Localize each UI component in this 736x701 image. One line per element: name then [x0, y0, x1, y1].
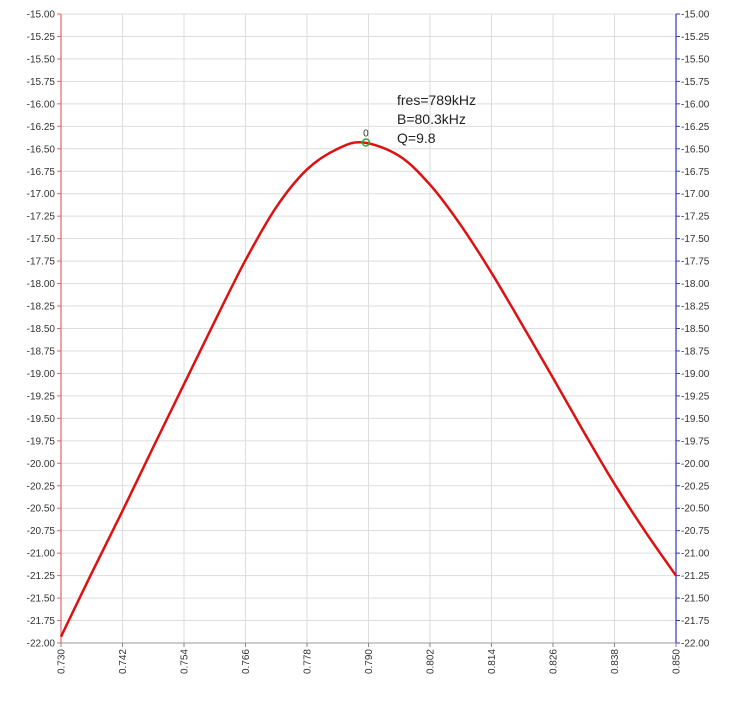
y-left-tick-label: -15.75: [27, 77, 56, 88]
peak-marker-dot: [361, 138, 371, 147]
y-left-tick-label: -22.00: [27, 639, 56, 650]
y-right-tick-label: -21.75: [681, 616, 710, 627]
y-right-tick-label: -17.00: [681, 189, 710, 200]
peak-marker: 0: [361, 128, 371, 147]
y-right-tick-label: -16.75: [681, 167, 710, 178]
x-axis-ticks: 0.730 0.742 0.754 0.766 0.778 0.790 0.802 0.814…: [57, 643, 683, 674]
y-right-tick-label: -19.50: [681, 414, 710, 425]
y-left-tick-label: -21.75: [27, 616, 56, 627]
y-left-tick-label: -16.25: [27, 122, 56, 133]
y-right-tick-label: -22.00: [681, 639, 710, 650]
x-tick-label: 0.778: [303, 649, 314, 674]
y-left-tick-label: -15.00: [27, 10, 56, 21]
x-tick-label: 0.742: [118, 649, 129, 674]
y-right-tick-label: -21.50: [681, 594, 710, 605]
y-left-tick-label: -16.00: [27, 99, 56, 110]
x-tick-label: 0.802: [426, 649, 437, 674]
x-tick-label: 0.766: [241, 649, 252, 674]
resonance-annotations: fres=789kHz B=80.3kHz Q=9.8: [397, 92, 476, 146]
y-right-tick-label: -16.25: [681, 122, 710, 133]
y-right-tick-label: -19.75: [681, 436, 710, 447]
y-left-tick-label: -15.50: [27, 54, 56, 65]
y-axis-left-ticks: -15.00 -15.25 -15.50 -15.75 -16.00 -16.25 -16.…: [27, 10, 61, 650]
y-right-tick-label: -18.25: [681, 302, 710, 313]
y-left-tick-label: -19.25: [27, 391, 56, 402]
y-left-tick-label: -20.25: [27, 481, 56, 492]
x-tick-label: 0.730: [57, 649, 68, 674]
y-right-tick-label: -20.00: [681, 459, 710, 470]
series-line: [59, 140, 678, 638]
annotation-q: Q=9.8: [397, 130, 436, 146]
y-left-tick-label: -15.25: [27, 32, 56, 43]
y-left-tick-label: -19.75: [27, 436, 56, 447]
x-tick-label: 0.850: [672, 649, 683, 674]
y-left-tick-label: -17.25: [27, 212, 56, 223]
y-right-tick-label: -19.00: [681, 369, 710, 380]
y-right-tick-label: -17.50: [681, 234, 710, 245]
peak-marker-label: 0: [363, 128, 369, 139]
y-right-tick-label: -15.50: [681, 54, 710, 65]
y-right-tick-label: -21.00: [681, 549, 710, 560]
x-tick-label: 0.814: [487, 649, 498, 674]
y-right-tick-label: -15.00: [681, 10, 710, 21]
y-left-tick-label: -16.50: [27, 144, 56, 155]
y-left-tick-label: -17.50: [27, 234, 56, 245]
y-left-tick-label: -16.75: [27, 167, 56, 178]
y-right-tick-label: -18.75: [681, 346, 710, 357]
y-left-tick-label: -18.00: [27, 279, 56, 290]
y-right-tick-label: -17.25: [681, 212, 710, 223]
x-tick-label: 0.838: [610, 649, 621, 674]
x-tick-label: 0.754: [180, 649, 191, 674]
y-left-tick-label: -21.50: [27, 594, 56, 605]
y-axis-right-ticks: -15.00 -15.25 -15.50 -15.75 -16.00 -16.25 -16.…: [676, 10, 710, 650]
y-right-tick-label: -15.75: [681, 77, 710, 88]
x-tick-label: 0.826: [549, 649, 560, 674]
y-left-tick-label: -18.25: [27, 302, 56, 313]
y-left-tick-label: -20.75: [27, 526, 56, 537]
y-left-tick-label: -17.00: [27, 189, 56, 200]
y-right-tick-label: -20.50: [681, 504, 710, 515]
y-left-tick-label: -21.00: [27, 549, 56, 560]
y-right-tick-label: -16.00: [681, 99, 710, 110]
y-left-tick-label: -18.75: [27, 346, 56, 357]
grid-lines: [60, 13, 677, 644]
y-right-tick-label: -16.50: [681, 144, 710, 155]
y-left-tick-label: -21.25: [27, 571, 56, 582]
y-left-tick-label: -19.00: [27, 369, 56, 380]
y-left-tick-label: -19.50: [27, 414, 56, 425]
y-right-tick-label: -19.25: [681, 391, 710, 402]
y-right-tick-label: -21.25: [681, 571, 710, 582]
annotation-fres: fres=789kHz: [397, 92, 476, 108]
y-right-tick-label: -18.50: [681, 324, 710, 335]
y-left-tick-label: -20.50: [27, 504, 56, 515]
y-left-tick-label: -18.50: [27, 324, 56, 335]
y-right-tick-label: -20.25: [681, 481, 710, 492]
x-tick-label: 0.790: [364, 649, 375, 674]
y-right-tick-label: -20.75: [681, 526, 710, 537]
y-left-tick-label: -20.00: [27, 459, 56, 470]
y-right-tick-label: -15.25: [681, 32, 710, 43]
y-right-tick-label: -17.75: [681, 257, 710, 268]
y-left-tick-label: -17.75: [27, 257, 56, 268]
annotation-bandwidth: B=80.3kHz: [397, 111, 466, 127]
y-right-tick-label: -18.00: [681, 279, 710, 290]
